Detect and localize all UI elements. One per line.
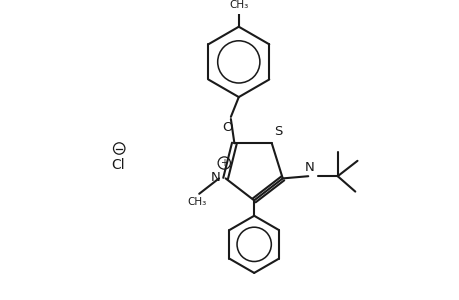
Text: N: N: [304, 161, 314, 174]
Text: S: S: [274, 125, 282, 138]
Text: O: O: [222, 121, 233, 134]
Text: CH₃: CH₃: [187, 197, 206, 207]
Text: CH₃: CH₃: [229, 0, 248, 10]
Text: +: +: [220, 158, 228, 168]
Text: N: N: [211, 171, 220, 184]
Text: Cl: Cl: [111, 158, 125, 172]
